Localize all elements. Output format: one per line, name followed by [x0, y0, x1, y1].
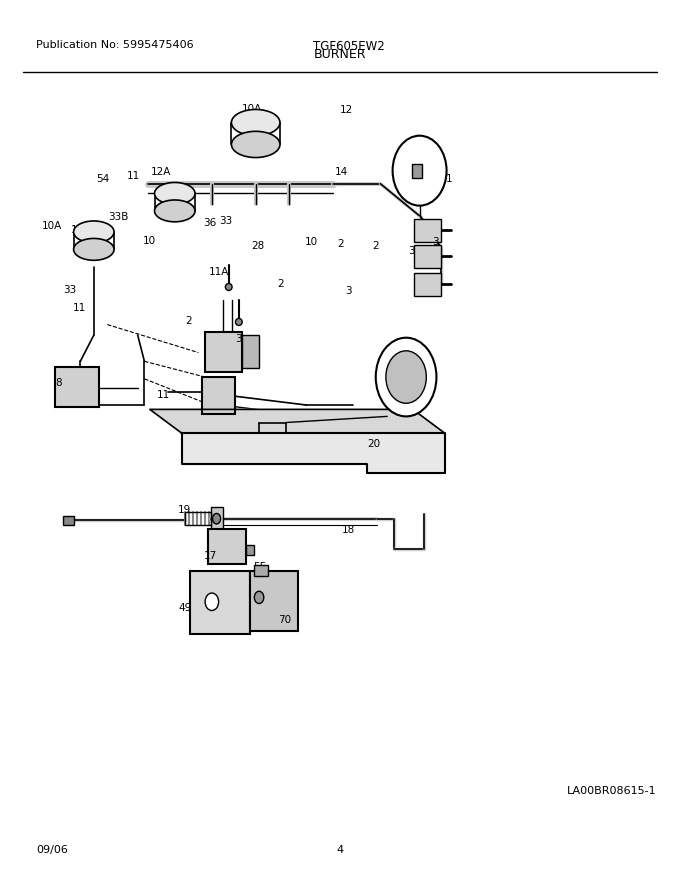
Text: 09/06: 09/06 — [37, 846, 69, 855]
Text: 2: 2 — [373, 241, 379, 251]
Text: 11A: 11A — [208, 268, 228, 277]
Text: 14: 14 — [335, 167, 348, 178]
Text: 28: 28 — [251, 241, 265, 251]
FancyBboxPatch shape — [414, 219, 441, 241]
Text: 54: 54 — [96, 174, 109, 185]
Text: 72: 72 — [420, 165, 435, 176]
Text: 55: 55 — [253, 561, 267, 572]
Circle shape — [376, 338, 437, 416]
Text: 12A: 12A — [160, 200, 180, 209]
Text: 2: 2 — [337, 239, 344, 249]
Text: 20: 20 — [367, 439, 380, 450]
Ellipse shape — [231, 109, 280, 136]
FancyBboxPatch shape — [190, 571, 250, 634]
Ellipse shape — [154, 200, 195, 222]
Text: 18: 18 — [342, 525, 356, 535]
Text: 1: 1 — [446, 174, 453, 185]
Text: 21: 21 — [408, 360, 422, 370]
Ellipse shape — [235, 319, 242, 326]
Ellipse shape — [73, 238, 114, 260]
Circle shape — [254, 591, 264, 604]
Ellipse shape — [73, 221, 114, 243]
FancyBboxPatch shape — [54, 368, 99, 407]
Text: BURNER: BURNER — [313, 48, 367, 62]
FancyBboxPatch shape — [250, 571, 299, 631]
Polygon shape — [182, 433, 445, 473]
Circle shape — [392, 136, 447, 206]
Text: 4: 4 — [337, 846, 343, 855]
FancyBboxPatch shape — [202, 377, 235, 414]
FancyBboxPatch shape — [242, 335, 259, 369]
FancyBboxPatch shape — [414, 273, 441, 296]
Text: 21: 21 — [409, 363, 424, 372]
FancyBboxPatch shape — [211, 508, 222, 529]
Text: Publication No: 5995475406: Publication No: 5995475406 — [37, 40, 194, 49]
Text: 3: 3 — [235, 334, 242, 344]
Ellipse shape — [231, 131, 280, 158]
Text: 49: 49 — [178, 603, 192, 612]
FancyBboxPatch shape — [245, 545, 254, 555]
Text: 33: 33 — [64, 284, 77, 295]
FancyBboxPatch shape — [412, 164, 422, 178]
Text: 17: 17 — [204, 551, 217, 561]
Text: 12: 12 — [71, 225, 84, 235]
Text: 19: 19 — [178, 505, 192, 515]
Text: 72: 72 — [423, 165, 437, 176]
Ellipse shape — [225, 283, 232, 290]
Text: 3: 3 — [345, 286, 352, 297]
Text: LA00BR08615-1: LA00BR08615-1 — [567, 786, 657, 796]
Text: TGF605EW2: TGF605EW2 — [313, 40, 385, 53]
FancyBboxPatch shape — [414, 245, 441, 268]
Text: 36: 36 — [203, 218, 216, 228]
FancyBboxPatch shape — [254, 565, 268, 576]
Polygon shape — [150, 409, 445, 433]
Text: 3: 3 — [432, 238, 439, 247]
Text: 10: 10 — [143, 236, 156, 246]
FancyBboxPatch shape — [209, 529, 245, 564]
Text: 11: 11 — [127, 171, 140, 181]
Text: 10: 10 — [305, 237, 318, 246]
Text: 12: 12 — [340, 106, 354, 115]
Circle shape — [386, 351, 426, 403]
Text: 2: 2 — [277, 279, 284, 290]
Text: 33B: 33B — [109, 212, 129, 222]
FancyBboxPatch shape — [63, 516, 73, 524]
Text: 10A: 10A — [42, 221, 62, 231]
Text: 10A: 10A — [242, 105, 262, 114]
FancyBboxPatch shape — [205, 333, 242, 371]
Circle shape — [205, 593, 218, 611]
Text: 2: 2 — [185, 316, 192, 326]
Text: 3: 3 — [408, 246, 415, 256]
Text: 8: 8 — [55, 378, 61, 388]
Text: 11: 11 — [156, 390, 170, 400]
Text: 70: 70 — [278, 615, 291, 625]
Circle shape — [213, 513, 220, 524]
Text: 11: 11 — [73, 303, 86, 313]
Ellipse shape — [154, 182, 195, 204]
Text: 33: 33 — [219, 216, 232, 226]
Text: 12A: 12A — [151, 166, 171, 177]
Text: 10B: 10B — [176, 208, 197, 217]
